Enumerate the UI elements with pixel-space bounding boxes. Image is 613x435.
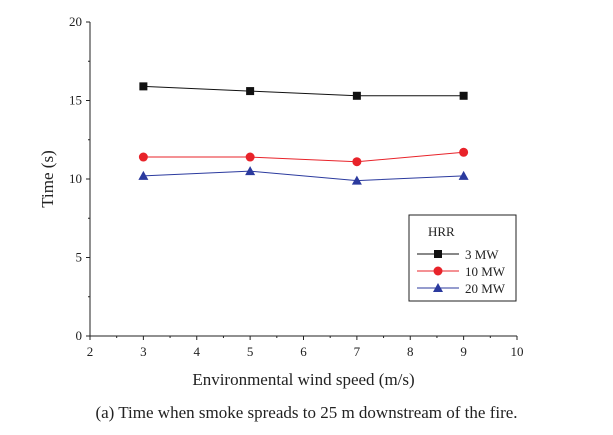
legend-marker <box>433 266 443 276</box>
data-point <box>245 166 256 176</box>
data-point <box>352 157 362 167</box>
series-1 <box>139 82 468 100</box>
series-line <box>143 170 464 182</box>
x-tick-label: 7 <box>354 344 361 359</box>
y-tick-label: 15 <box>69 93 82 108</box>
data-point <box>138 152 148 162</box>
x-tick-label: 5 <box>247 344 254 359</box>
legend-marker <box>434 250 442 258</box>
data-point <box>246 87 255 96</box>
line-chart: 2 3 4 5 6 7 8 9 10 0 5 10 15 20 HRR 3 MW 10 MW 20 MW Env… <box>38 14 524 389</box>
x-tick-label: 6 <box>300 344 307 359</box>
data-point <box>459 91 468 100</box>
data-point <box>245 152 255 162</box>
x-tick-label: 10 <box>511 344 524 359</box>
x-axis-label: Environmental wind speed (m/s) <box>192 370 414 389</box>
legend-title: HRR <box>428 224 455 239</box>
series-2 <box>138 147 469 167</box>
y-tick-label: 10 <box>69 171 82 186</box>
y-tick-label: 0 <box>76 328 83 343</box>
x-tick-label: 4 <box>194 344 201 359</box>
series-3 <box>138 166 469 185</box>
legend-entry: 20 MW <box>465 281 506 296</box>
data-point <box>352 91 361 100</box>
axes: 2 3 4 5 6 7 8 9 10 0 5 10 15 20 <box>69 14 524 359</box>
figure-caption: (a) Time when smoke spreads to 25 m down… <box>95 403 518 422</box>
data-point <box>138 170 149 180</box>
x-tick-label: 3 <box>140 344 147 359</box>
legend: HRR 3 MW 10 MW 20 MW <box>408 214 517 302</box>
series-line <box>143 85 464 97</box>
legend-entry: 3 MW <box>465 247 499 262</box>
x-tick-label: 8 <box>407 344 414 359</box>
legend-entry: 10 MW <box>465 264 506 279</box>
data-point <box>458 170 469 180</box>
legend-box <box>408 214 517 302</box>
legend-marker <box>433 283 443 292</box>
series-line <box>143 151 464 163</box>
x-tick-label: 2 <box>87 344 94 359</box>
x-tick-label: 9 <box>460 344 467 359</box>
data-point <box>139 82 148 91</box>
series-layer <box>138 82 469 185</box>
data-point <box>351 175 362 185</box>
y-axis-label: Time (s) <box>38 150 57 207</box>
data-point <box>459 147 469 157</box>
y-tick-label: 20 <box>69 14 82 29</box>
y-tick-label: 5 <box>76 250 83 265</box>
